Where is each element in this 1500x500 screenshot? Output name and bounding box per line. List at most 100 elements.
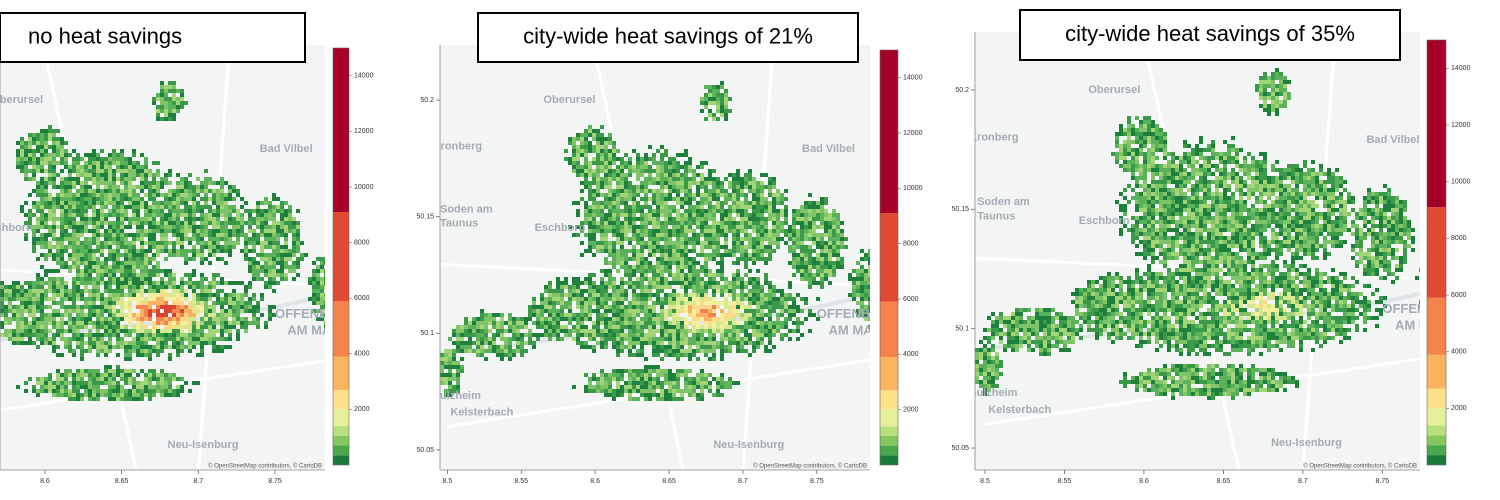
- heat-cell: [84, 381, 88, 385]
- heat-cell: [32, 149, 36, 153]
- heat-cell: [168, 105, 172, 109]
- heat-cell: [116, 233, 120, 237]
- heat-cell: [556, 277, 560, 281]
- heat-cell: [152, 201, 156, 205]
- heat-cell: [596, 225, 600, 229]
- heat-cell: [192, 269, 196, 273]
- panel-title: no heat savings: [28, 23, 182, 48]
- heat-cell: [56, 285, 60, 289]
- heat-cell: [588, 277, 592, 281]
- heat-cell: [672, 309, 676, 313]
- heat-cell: [44, 177, 48, 181]
- heat-cell: [692, 249, 696, 253]
- heat-cell: [576, 305, 580, 309]
- heat-cell: [92, 157, 96, 161]
- heat-cell: [712, 249, 716, 253]
- heat-cell: [276, 253, 280, 257]
- heat-cell: [664, 197, 668, 201]
- heat-cell: [696, 237, 700, 241]
- heat-cell: [612, 277, 616, 281]
- heat-cell: [684, 281, 688, 285]
- heat-cell: [312, 309, 316, 313]
- heat-cell: [180, 305, 184, 309]
- heat-cell: [708, 389, 712, 393]
- heat-cell: [684, 173, 688, 177]
- heat-cell: [620, 349, 624, 353]
- heat-cell: [32, 285, 36, 289]
- heat-cell: [632, 253, 636, 257]
- heat-cell: [28, 297, 32, 301]
- heat-cell: [240, 281, 244, 285]
- heat-cell: [632, 213, 636, 217]
- heat-cell: [468, 341, 472, 345]
- heat-cell: [716, 101, 720, 105]
- heat-cell: [24, 153, 28, 157]
- heat-cell: [292, 229, 296, 233]
- heat-cell: [140, 225, 144, 229]
- heat-cell: [704, 269, 708, 273]
- colorbar-segment: [333, 409, 349, 427]
- heat-cell: [316, 309, 320, 313]
- heat-cell: [232, 205, 236, 209]
- heat-cell: [632, 233, 636, 237]
- heat-cell: [156, 245, 160, 249]
- heat-cell: [656, 189, 660, 193]
- heat-cell: [72, 185, 76, 189]
- heat-cell: [648, 189, 652, 193]
- heat-cell: [156, 285, 160, 289]
- heat-cell: [212, 245, 216, 249]
- heat-cell: [648, 253, 652, 257]
- heat-cell: [148, 185, 152, 189]
- heat-cell: [584, 385, 588, 389]
- heat-cell: [220, 205, 224, 209]
- heat-cell: [84, 385, 88, 389]
- heat-cell: [160, 229, 164, 233]
- heat-cell: [228, 301, 232, 305]
- heat-cell: [696, 301, 700, 305]
- heat-cell: [180, 333, 184, 337]
- heat-cell: [596, 305, 600, 309]
- heat-cell: [212, 305, 216, 309]
- heat-cell: [712, 345, 716, 349]
- heat-cell: [56, 289, 60, 293]
- heat-cell: [132, 393, 136, 397]
- heat-cell: [668, 341, 672, 345]
- heat-cell: [144, 305, 148, 309]
- heat-cell: [688, 389, 692, 393]
- heat-cell: [56, 325, 60, 329]
- heat-cell: [236, 233, 240, 237]
- heat-cell: [132, 377, 136, 381]
- heat-cell: [104, 377, 108, 381]
- heat-cell: [552, 297, 556, 301]
- heat-cell: [544, 309, 548, 313]
- heat-cell: [148, 357, 152, 361]
- heat-cell: [676, 181, 680, 185]
- heat-cell: [632, 305, 636, 309]
- heat-cell: [184, 177, 188, 181]
- heat-cell: [164, 101, 168, 105]
- heat-cell: [716, 181, 720, 185]
- heat-cell: [156, 313, 160, 317]
- heat-cell: [92, 165, 96, 169]
- heat-cell: [592, 309, 596, 313]
- heat-cell: [176, 249, 180, 253]
- heat-cell: [644, 185, 648, 189]
- heat-cell: [588, 377, 592, 381]
- heat-cell: [688, 377, 692, 381]
- heat-cell: [608, 221, 612, 225]
- heat-cell: [608, 389, 612, 393]
- heat-cell: [632, 385, 636, 389]
- heat-cell: [68, 233, 72, 237]
- heat-cell: [580, 293, 584, 297]
- heat-cell: [160, 293, 164, 297]
- heat-cell: [0, 313, 4, 317]
- heat-cell: [128, 257, 132, 261]
- heat-cell: [28, 325, 32, 329]
- heat-cell: [108, 385, 112, 389]
- heat-cell: [64, 285, 68, 289]
- heat-cell: [56, 321, 60, 325]
- heat-cell: [620, 253, 624, 257]
- heat-cell: [540, 293, 544, 297]
- heat-cell: [100, 333, 104, 337]
- heat-cell: [644, 277, 648, 281]
